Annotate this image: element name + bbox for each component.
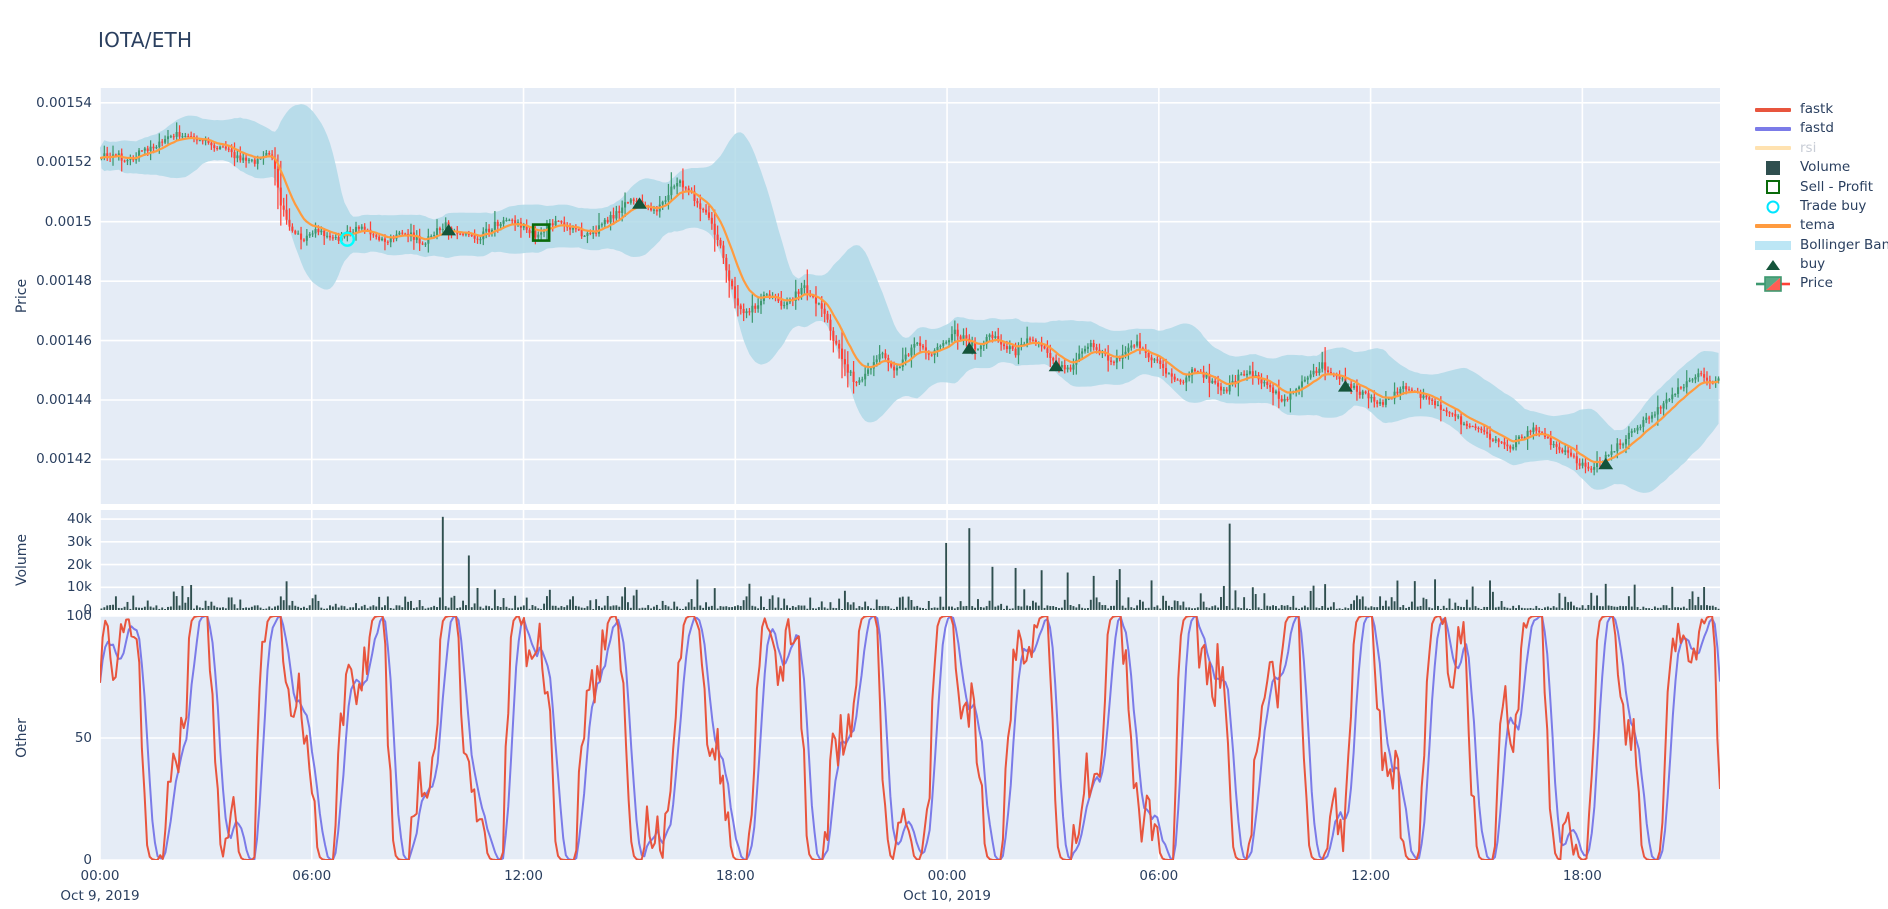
volume-ytick-1: 30k — [67, 533, 92, 550]
candlestick-icon — [1752, 275, 1794, 293]
volume-axis-title: Volume — [14, 533, 31, 587]
price-ytick-0: 0.00154 — [36, 94, 92, 111]
legend[interactable]: fastk fastd rsi Volume Sell - Profit Trade bu… — [1752, 100, 1888, 294]
price-ytick-4: 0.00146 — [36, 332, 92, 349]
xtick-date-0: Oct 9, 2019 — [60, 888, 140, 904]
line-icon — [1752, 120, 1794, 138]
legend-item-trade-buy[interactable]: Trade buy — [1752, 197, 1886, 216]
legend-item-label: fastk — [1800, 100, 1834, 117]
legend-item-label: fastd — [1800, 120, 1834, 137]
line-icon — [1752, 139, 1794, 157]
volume-ytick-2: 20k — [67, 556, 92, 573]
price-subplot[interactable] — [100, 88, 1720, 504]
square-open-icon — [1752, 178, 1794, 196]
legend-item-label: Trade buy — [1800, 197, 1867, 214]
legend-item-label: tema — [1800, 217, 1836, 234]
line-icon — [1752, 217, 1794, 235]
other-subplot[interactable] — [100, 616, 1720, 860]
volume-ytick-0: 40k — [67, 511, 92, 528]
circle-open-icon — [1752, 198, 1794, 216]
other-ytick-1: 50 — [74, 730, 92, 746]
legend-item-fastd[interactable]: fastd — [1752, 119, 1886, 138]
xtick-time-2: 12:00 — [504, 868, 543, 884]
band-icon — [1752, 236, 1794, 254]
other-ytick-2: 0 — [83, 852, 92, 868]
legend-item-sell-profit[interactable]: Sell - Profit — [1752, 178, 1886, 197]
legend-item-buy[interactable]: buy — [1752, 255, 1886, 274]
legend-item-price[interactable]: Price — [1752, 275, 1886, 294]
line-icon — [1752, 101, 1794, 119]
triangle-up-icon — [1752, 256, 1794, 274]
xtick-time-0: 00:00 — [80, 868, 120, 884]
legend-item-rsi[interactable]: rsi — [1752, 139, 1886, 158]
legend-item-bollinger-band[interactable]: Bollinger Band — [1752, 236, 1888, 255]
xtick-time-5: 06:00 — [1139, 868, 1179, 884]
legend-item-label: Bollinger Band — [1800, 236, 1888, 253]
xtick-time-1: 06:00 — [292, 868, 332, 884]
legend-item-tema[interactable]: tema — [1752, 216, 1886, 235]
volume-ytick-3: 10k — [67, 579, 92, 596]
legend-item-fastk[interactable]: fastk — [1752, 100, 1886, 119]
legend-item-label: Price — [1800, 275, 1833, 292]
page-title: IOTA/ETH — [98, 28, 193, 52]
volume-subplot[interactable] — [100, 510, 1720, 610]
legend-item-volume[interactable]: Volume — [1752, 158, 1886, 177]
legend-item-label: buy — [1800, 256, 1826, 273]
price-axis-title: Price — [14, 278, 31, 314]
legend-item-label: rsi — [1800, 139, 1817, 156]
xtick-date-4: Oct 10, 2019 — [903, 888, 991, 904]
other-ytick-0: 100 — [66, 608, 92, 624]
xtick-time-6: 12:00 — [1351, 868, 1391, 884]
xtick-time-3: 18:00 — [715, 868, 755, 884]
xtick-time-7: 18:00 — [1562, 868, 1602, 884]
xtick-time-4: 00:00 — [927, 868, 967, 884]
other-axis-title: Other — [13, 718, 30, 758]
volume-ytick-4: 0 — [83, 602, 92, 618]
price-ytick-6: 0.00142 — [36, 451, 92, 468]
price-ytick-5: 0.00144 — [36, 392, 92, 408]
price-ytick-2: 0.0015 — [44, 213, 92, 230]
legend-item-label: Sell - Profit — [1800, 178, 1874, 195]
price-ytick-1: 0.00152 — [36, 154, 92, 171]
square-filled-icon — [1752, 159, 1794, 177]
legend-item-label: Volume — [1800, 159, 1851, 176]
price-ytick-3: 0.00148 — [36, 273, 92, 290]
